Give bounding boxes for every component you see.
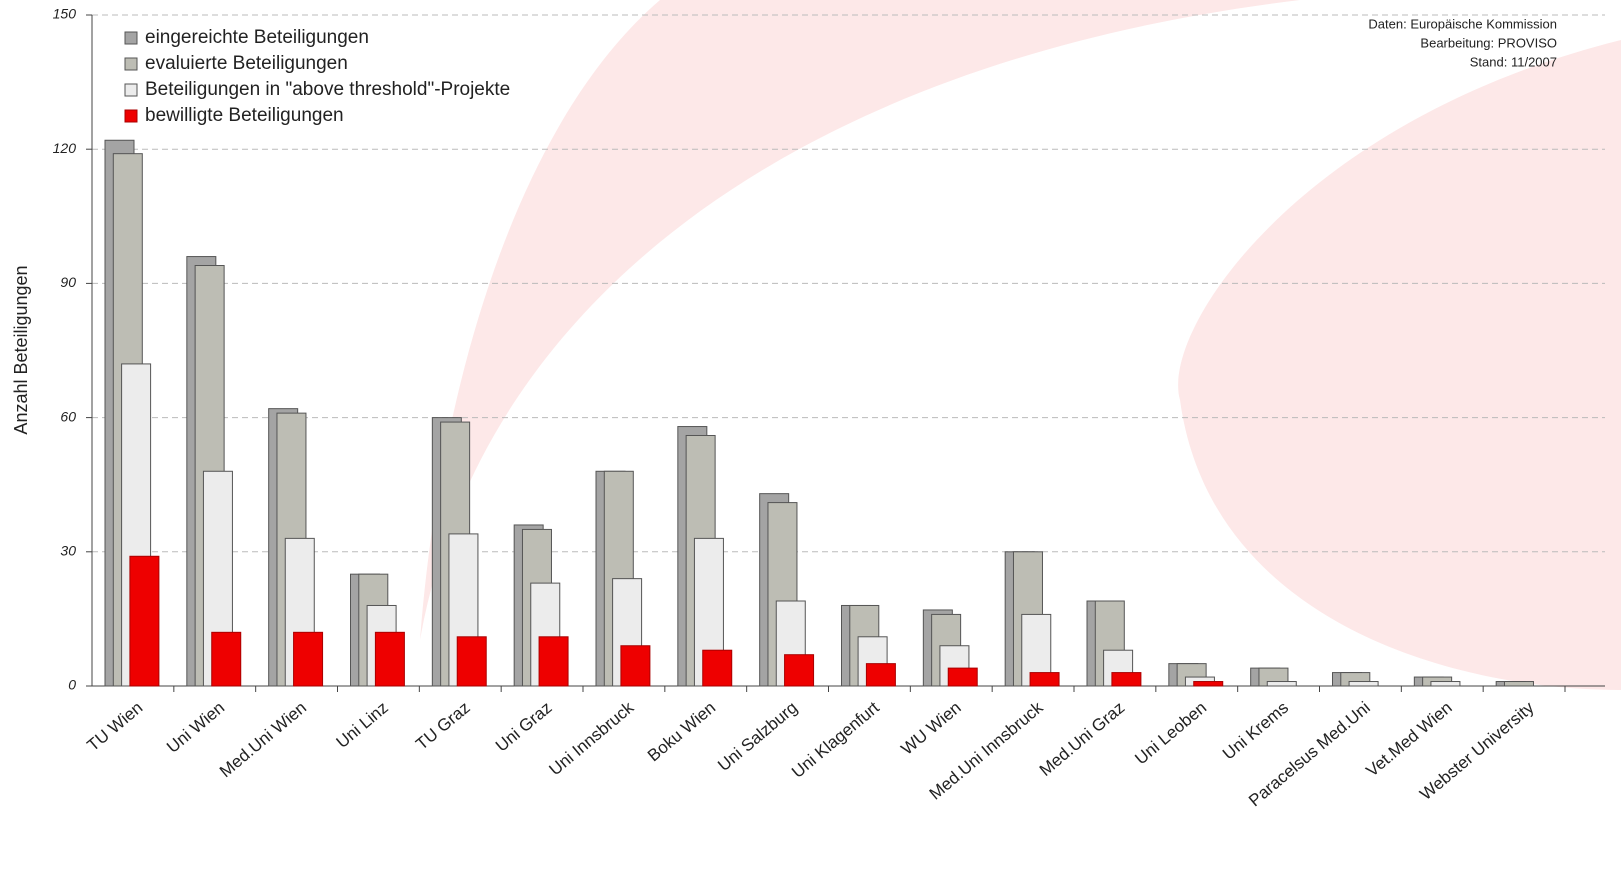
bar (1194, 682, 1223, 686)
bar (375, 632, 404, 686)
legend-label: bewilligte Beteiligungen (145, 105, 344, 126)
legend-swatch (125, 58, 137, 70)
x-tick-label: Uni Leoben (1131, 698, 1210, 768)
bar (1349, 682, 1378, 686)
x-tick-label: Uni Salzburg (714, 698, 801, 775)
bar (621, 646, 650, 686)
y-tick-label: 150 (53, 6, 77, 22)
bar (1030, 673, 1059, 686)
y-tick-label: 90 (60, 274, 76, 290)
x-tick-label: TU Graz (412, 698, 473, 754)
annotation: Bearbeitung: PROVISO (1420, 35, 1557, 50)
bar (948, 668, 977, 686)
x-tick-label: Uni Klagenfurt (788, 698, 883, 782)
bar (1112, 673, 1141, 686)
legend-swatch (125, 84, 137, 96)
bar (212, 632, 241, 686)
x-tick-label: Uni Krems (1219, 698, 1292, 764)
legend-swatch (125, 32, 137, 44)
y-tick-label: 60 (60, 408, 76, 424)
x-tick-label: Med.Uni Graz (1036, 698, 1129, 780)
background-swoosh (420, 0, 1300, 640)
bar (785, 655, 814, 686)
annotation: Stand: 11/2007 (1470, 54, 1557, 69)
y-axis-title: Anzahl Beteiligungen (11, 265, 31, 434)
x-tick-label: WU Wien (898, 698, 965, 759)
bar (1267, 682, 1296, 686)
x-tick-label: Uni Graz (492, 698, 556, 756)
bar (703, 650, 732, 686)
annotation: Daten: Europäische Kommission (1368, 16, 1557, 31)
y-tick-label: 120 (53, 140, 77, 156)
x-tick-label: Uni Innsbruck (546, 698, 638, 780)
x-tick-label: Med.Uni Wien (216, 698, 310, 781)
legend-label: Beteiligungen in "above threshold"-Proje… (145, 79, 510, 100)
x-tick-label: Boku Wien (644, 698, 719, 765)
bar (294, 632, 323, 686)
y-tick-label: 0 (68, 677, 76, 693)
x-tick-label: TU Wien (84, 698, 147, 755)
y-tick-label: 30 (60, 543, 76, 559)
background-swoosh (1178, 40, 1621, 690)
legend-label: evaluierte Beteiligungen (145, 53, 348, 74)
chart: Anzahl Beteiligungen 0 30 60 90 120 150 TU Wie… (0, 0, 1621, 879)
bar (457, 637, 486, 686)
bar (130, 556, 159, 686)
bar (1431, 682, 1460, 686)
x-tick-label: Uni Linz (333, 698, 392, 752)
bar (1504, 682, 1533, 686)
x-tick-label: Uni Wien (163, 698, 228, 757)
bar (866, 664, 895, 686)
legend-swatch (125, 110, 137, 122)
legend-label: eingereichte Beteiligungen (145, 27, 369, 48)
bar (539, 637, 568, 686)
